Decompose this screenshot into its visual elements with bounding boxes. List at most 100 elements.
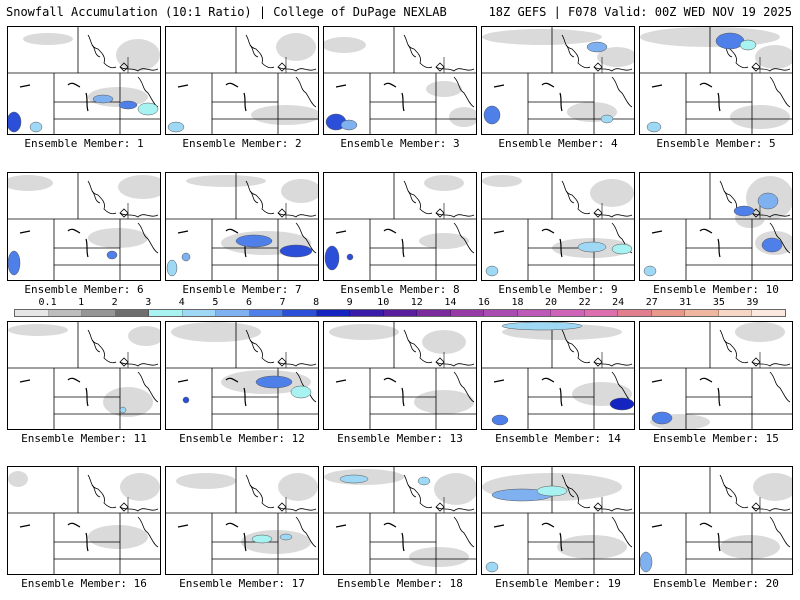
snow-accumulation-area <box>182 396 190 404</box>
snow-accumulation-area <box>577 241 607 253</box>
ensemble-member-map <box>165 466 319 575</box>
colorbar-label: 0.1 <box>38 297 57 308</box>
colorbar-label: 3 <box>145 297 152 308</box>
ensemble-member-label: Ensemble Member: 8 <box>340 283 460 296</box>
light-snow-area <box>276 33 316 61</box>
colorbar-swatch <box>685 310 719 316</box>
colorbar-swatch <box>484 310 518 316</box>
snow-accumulation-area <box>118 100 138 110</box>
colorbar-label: 1 <box>78 297 85 308</box>
light-snow-area <box>730 105 790 129</box>
snow-accumulation-area <box>29 121 43 133</box>
light-snow-area <box>171 322 261 342</box>
colorbar-swatch <box>48 310 83 316</box>
colorbar-label: 27 <box>645 297 658 308</box>
snow-accumulation-area <box>340 119 358 131</box>
colorbar-label: 31 <box>679 297 692 308</box>
colorbar-swatch <box>718 310 753 316</box>
snow-accumulation-area <box>166 259 178 277</box>
light-snow-area <box>590 179 634 207</box>
snow-accumulation-area <box>646 121 662 133</box>
light-snow-area <box>88 228 148 248</box>
snow-accumulation-area <box>485 561 499 573</box>
light-snow-area <box>414 390 474 414</box>
ensemble-member-label: Ensemble Member: 1 <box>24 137 144 150</box>
ensemble-member-map <box>481 26 635 135</box>
ensemble-member-label: Ensemble Member: 4 <box>498 137 618 150</box>
snowfall-colorbar: 0.1 1 2 3 4 5 6 7 8 9 10 12 14 16 18 20 22 24 27 31 35 39 <box>14 297 786 319</box>
colorbar-swatch <box>350 310 384 316</box>
light-snow-area <box>329 324 399 340</box>
ensemble-member-label: Ensemble Member: 13 <box>337 432 463 445</box>
snow-accumulation-area <box>643 265 657 277</box>
colorbar-swatch <box>584 310 619 316</box>
light-snow-area <box>324 37 366 53</box>
colorbar-label: 22 <box>578 297 591 308</box>
ensemble-member-map <box>7 466 161 575</box>
ensemble-member-label: Ensemble Member: 5 <box>656 137 776 150</box>
light-snow-area <box>281 179 318 203</box>
colorbar-swatch <box>517 310 552 316</box>
snow-accumulation-area <box>8 111 22 133</box>
light-snow-area <box>753 473 792 501</box>
colorbar-swatch <box>249 310 284 316</box>
colorbar-swatch <box>216 310 250 316</box>
snow-accumulation-area <box>106 250 118 260</box>
light-snow-area <box>118 175 160 199</box>
colorbar-label: 6 <box>245 297 252 308</box>
snow-accumulation-area <box>290 385 312 399</box>
light-snow-area <box>735 322 785 342</box>
snow-accumulation-area <box>609 397 634 411</box>
light-snow-area <box>120 473 160 501</box>
light-snow-area <box>597 47 634 67</box>
snow-accumulation-area <box>586 41 608 53</box>
header: Snowfall Accumulation (10:1 Ratio) | Col… <box>0 0 800 22</box>
light-snow-area <box>88 525 148 549</box>
light-snow-area <box>8 324 68 336</box>
snow-accumulation-area <box>167 121 185 133</box>
light-snow-area <box>8 471 28 487</box>
colorbar-swatch <box>752 310 785 316</box>
snow-accumulation-area <box>501 322 583 331</box>
colorbar-label: 18 <box>511 297 524 308</box>
light-snow-area <box>557 535 627 559</box>
snow-accumulation-area <box>346 253 354 261</box>
colorbar-label: 5 <box>212 297 219 308</box>
light-snow-area <box>278 473 318 501</box>
ensemble-member-map <box>7 321 161 430</box>
light-snow-area <box>449 107 476 127</box>
snow-accumulation-area <box>417 476 431 486</box>
ensemble-member-label: Ensemble Member: 15 <box>653 432 779 445</box>
ensemble-member-label: Ensemble Member: 19 <box>495 577 621 590</box>
ensemble-member-label: Ensemble Member: 11 <box>21 432 147 445</box>
snow-accumulation-area <box>485 265 499 277</box>
light-snow-area <box>424 175 464 191</box>
ensemble-member-map <box>165 172 319 281</box>
snow-accumulation-area <box>483 105 501 125</box>
colorbar-label: 9 <box>346 297 353 308</box>
snow-accumulation-area <box>8 250 21 276</box>
colorbar-swatch <box>417 310 451 316</box>
colorbar-swatch <box>551 310 585 316</box>
light-snow-area <box>251 105 318 125</box>
colorbar-swatch <box>149 310 183 316</box>
colorbar-label: 14 <box>444 297 457 308</box>
light-snow-area <box>482 29 602 45</box>
ensemble-member-map <box>639 172 793 281</box>
light-snow-area <box>103 387 153 417</box>
light-snow-area <box>176 473 236 489</box>
ensemble-member-label: Ensemble Member: 20 <box>653 577 779 590</box>
light-snow-area <box>434 473 476 505</box>
colorbar-swatch <box>383 310 418 316</box>
snow-accumulation-area <box>739 39 757 51</box>
snow-accumulation-area <box>92 94 114 104</box>
ensemble-member-map <box>323 26 477 135</box>
colorbar-swatch <box>182 310 217 316</box>
ensemble-member-label: Ensemble Member: 9 <box>498 283 618 296</box>
ensemble-member-map <box>165 321 319 430</box>
colorbar-swatch <box>115 310 150 316</box>
ensemble-member-label: Ensemble Member: 14 <box>495 432 621 445</box>
ensemble-member-label: Ensemble Member: 17 <box>179 577 305 590</box>
snow-accumulation-area <box>279 244 313 258</box>
colorbar-label: 7 <box>279 297 286 308</box>
